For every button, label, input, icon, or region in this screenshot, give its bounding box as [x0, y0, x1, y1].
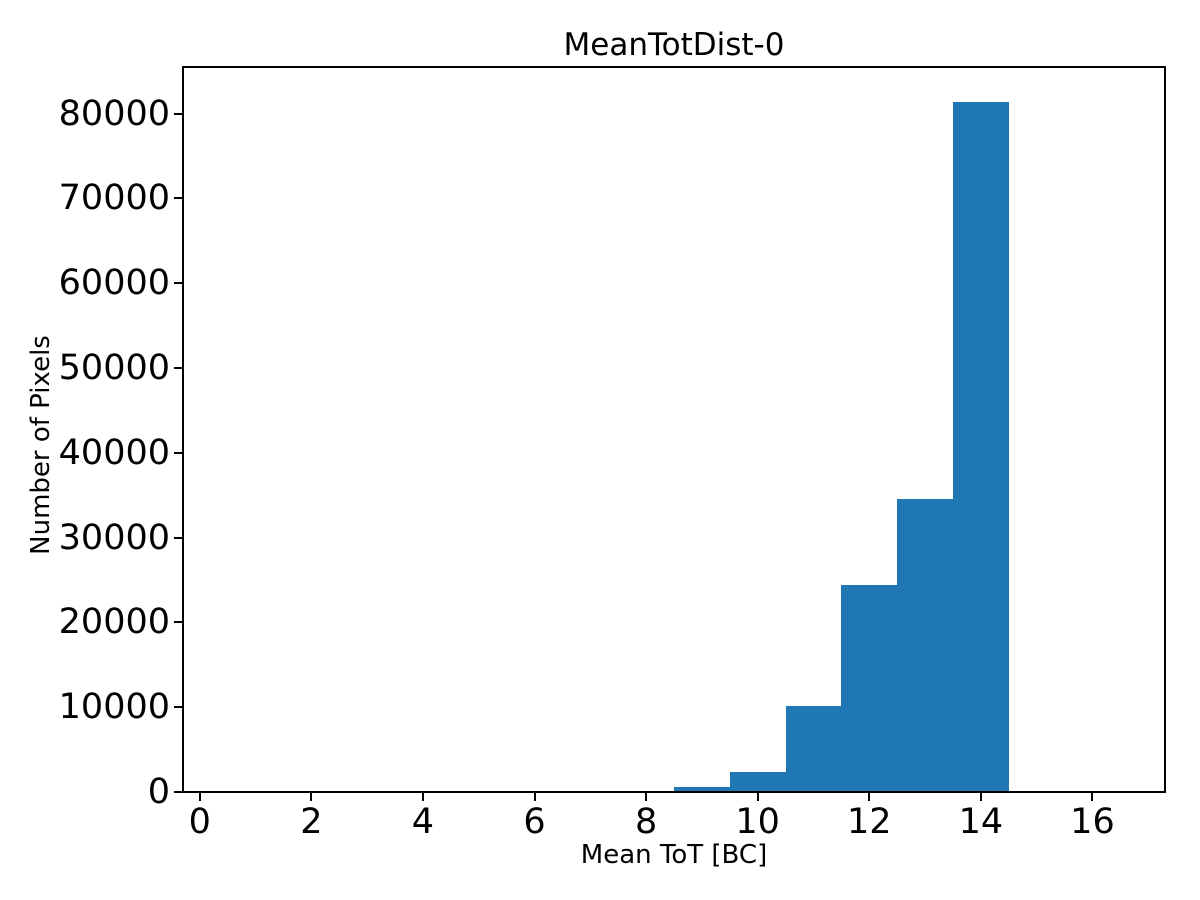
y-tick-mark	[174, 112, 183, 115]
axis-spine-bottom	[182, 791, 1166, 793]
x-tick-label: 8	[634, 802, 658, 842]
y-tick-mark	[174, 621, 183, 624]
y-tick-mark	[174, 536, 183, 539]
x-tick-label: 2	[300, 802, 323, 842]
chart-title: MeanTotDist-0	[563, 27, 785, 63]
y-tick-mark	[174, 706, 183, 709]
histogram-bar	[785, 705, 842, 792]
y-tick-mark	[174, 197, 183, 200]
x-tick-mark	[1091, 792, 1094, 801]
y-tick-mark	[174, 451, 183, 454]
x-tick-mark	[979, 792, 982, 801]
x-tick-mark	[756, 792, 759, 801]
histogram-bar	[841, 585, 898, 792]
x-tick-label: 0	[188, 802, 211, 842]
x-axis-label: Mean ToT [BC]	[580, 840, 768, 870]
x-tick-label: 4	[411, 802, 435, 842]
axis-spine-right	[1164, 66, 1166, 793]
x-tick-mark	[868, 792, 871, 801]
x-tick-mark	[310, 792, 313, 801]
histogram-bar	[674, 787, 730, 792]
axis-spine-top	[182, 66, 1166, 68]
x-tick-mark	[421, 792, 424, 801]
histogram-bar	[729, 771, 786, 792]
x-tick-label: 6	[523, 802, 546, 842]
plot-area: 0 2 4 6 8 10 12 14 16 0 10000 20000 30000 40000 50000 6…	[59, 66, 1166, 841]
y-tick-label: 0	[147, 772, 170, 812]
y-tick-label: 60000	[58, 263, 170, 304]
axis-spine-left	[182, 66, 184, 793]
x-tick-label: 10	[735, 802, 780, 842]
y-tick-label: 10000	[58, 687, 170, 728]
x-tick-label: 12	[847, 802, 892, 842]
histogram-bar	[897, 498, 953, 792]
y-tick-mark	[174, 791, 183, 793]
y-tick-label: 20000	[58, 602, 170, 643]
y-tick-label: 80000	[58, 93, 170, 134]
x-tick-label: 14	[958, 802, 1004, 842]
y-tick-label: 40000	[58, 432, 170, 473]
x-tick-mark	[533, 792, 536, 801]
x-tick-label: 16	[1070, 802, 1115, 842]
x-tick-mark	[198, 792, 201, 801]
x-tick-mark	[645, 792, 648, 801]
y-tick-label: 70000	[58, 178, 170, 219]
histogram-bar	[952, 101, 1009, 792]
y-tick-mark	[174, 282, 183, 285]
y-tick-mark	[174, 367, 183, 370]
y-tick-label: 30000	[58, 517, 170, 558]
y-tick-label: 50000	[58, 348, 170, 389]
